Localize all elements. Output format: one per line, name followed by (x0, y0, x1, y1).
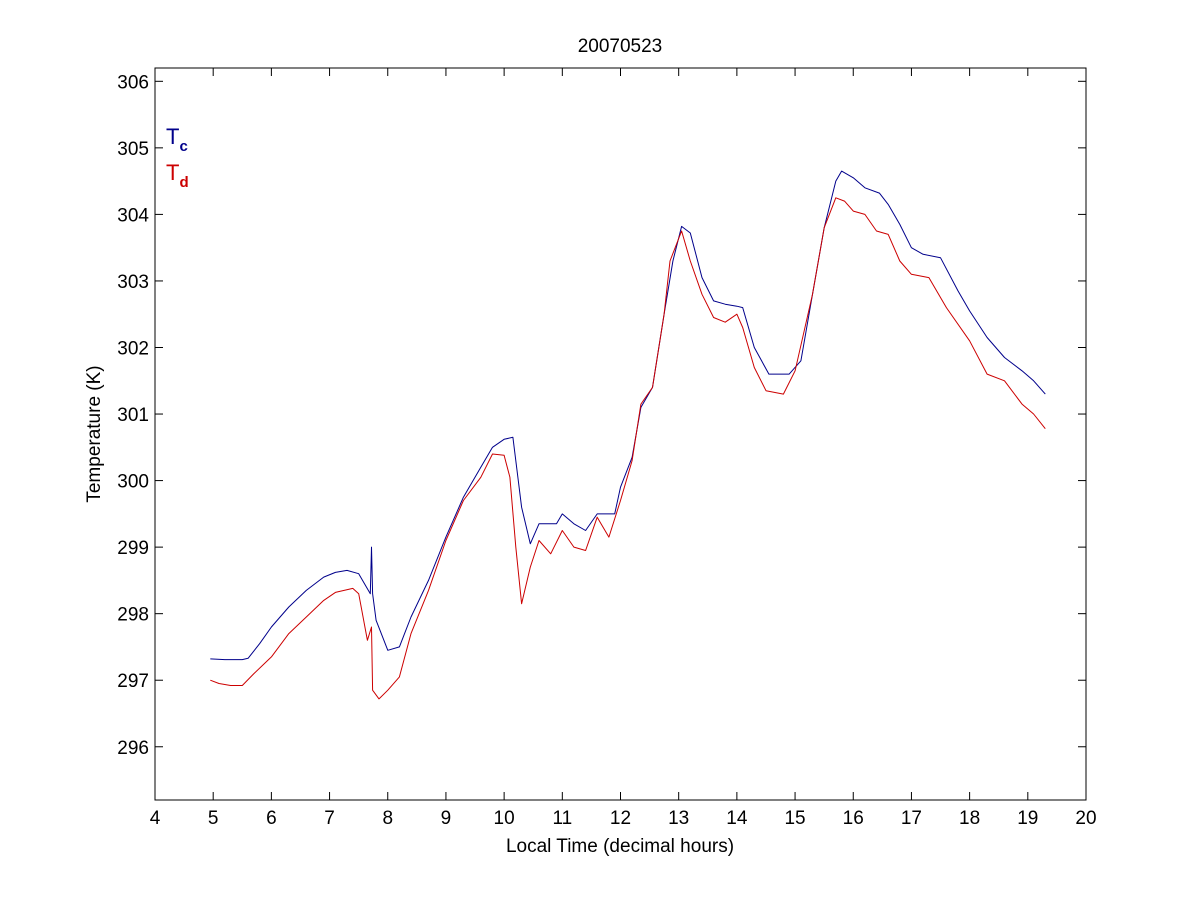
x-tick-label: 6 (266, 808, 277, 829)
y-tick-label: 299 (117, 538, 149, 559)
x-tick-label: 5 (208, 808, 219, 829)
x-tick-label: 13 (668, 808, 689, 829)
x-tick-label: 14 (726, 808, 748, 829)
y-tick-label: 298 (117, 605, 149, 626)
plot-area (154, 67, 1087, 801)
legend-td-main: T (166, 160, 179, 185)
x-tick-label: 16 (843, 808, 864, 829)
series-line-tc (210, 170, 1046, 661)
series-layer (210, 170, 1046, 700)
legend-tc-main: T (166, 124, 179, 149)
x-axis: 4 5 6 7 8 9 10 11 12 13 14 15 16 17 18 19 20 (150, 68, 1097, 829)
legend-entry-td: Td (166, 160, 189, 191)
x-tick-label: 11 (552, 808, 572, 829)
x-tick-label: 12 (610, 808, 631, 829)
legend: Tc Td (166, 124, 189, 191)
y-axis-label: Temperature (K) (84, 365, 105, 502)
y-tick-label: 296 (117, 738, 149, 759)
x-tick-label: 20 (1075, 808, 1096, 829)
legend-td-sub: d (179, 174, 188, 191)
x-tick-label: 19 (1017, 808, 1038, 829)
y-tick-label: 305 (117, 139, 149, 160)
x-tick-label: 9 (441, 808, 452, 829)
y-tick-label: 297 (117, 671, 149, 692)
legend-entry-tc: Tc (166, 124, 188, 155)
x-tick-label: 18 (959, 808, 980, 829)
x-axis-label: Local Time (decimal hours) (506, 836, 734, 857)
x-tick-label: 17 (901, 808, 922, 829)
y-tick-label: 306 (117, 72, 149, 93)
y-tick-label: 302 (117, 338, 149, 359)
series-line-td (210, 197, 1046, 700)
legend-tc-sub: c (179, 138, 187, 155)
y-tick-label: 300 (117, 472, 149, 493)
y-tick-label: 303 (117, 272, 149, 293)
y-tick-label: 301 (117, 405, 149, 426)
x-tick-label: 10 (494, 808, 515, 829)
x-tick-label: 7 (324, 808, 335, 829)
x-tick-label: 15 (784, 808, 805, 829)
x-tick-label: 8 (382, 808, 393, 829)
x-tick-label: 4 (150, 808, 161, 829)
y-axis: 296 297 298 299 300 301 302 303 304 305 306 (117, 72, 1086, 759)
y-tick-label: 304 (117, 205, 149, 226)
chart-title: 20070523 (578, 36, 663, 57)
